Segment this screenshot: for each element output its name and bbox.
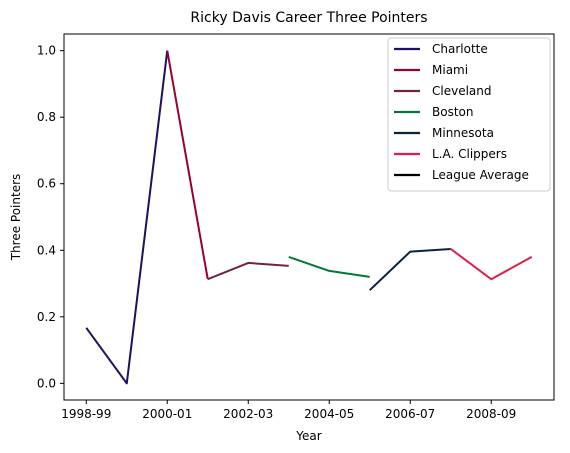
legend-box — [387, 37, 551, 192]
legend-label-charlotte: Charlotte — [432, 42, 488, 56]
x-tick-label: 2006-07 — [385, 407, 435, 421]
plot-frame — [63, 33, 555, 401]
series-line-cleveland — [207, 261, 289, 281]
x-tick-label: 1998-99 — [61, 407, 111, 421]
legend-label-miami: Miami — [432, 63, 468, 77]
y-axis: 0.0 0.2 0.4 0.6 0.8 1.0 — [37, 44, 64, 390]
series-line-boston — [288, 255, 370, 278]
series-layer — [85, 50, 533, 385]
y-axis-title: Three Pointers — [9, 174, 23, 262]
legend: Charlotte Miami Cleveland Boston Minnesota L.… — [387, 37, 551, 192]
y-tick-label: 0.8 — [37, 110, 56, 124]
x-axis: 1998-99 2000-01 2002-03 2004-05 2006-07 2008-… — [61, 400, 516, 421]
series-line-minnesota — [369, 247, 451, 291]
x-tick-label: 2002-03 — [223, 407, 273, 421]
series-line-miami — [166, 50, 209, 280]
x-tick-label: 2000-01 — [142, 407, 192, 421]
series-line-l-a-clippers — [450, 248, 533, 281]
legend-label-l-a-clippers: L.A. Clippers — [432, 147, 507, 161]
x-tick-label: 2004-05 — [304, 407, 354, 421]
x-axis-title: Year — [295, 429, 321, 443]
legend-label-league-average: League Average — [432, 168, 529, 182]
y-tick-label: 0.4 — [37, 243, 56, 257]
legend-label-cleveland: Cleveland — [432, 84, 492, 98]
y-tick-label: 1.0 — [37, 44, 56, 58]
y-tick-label: 0.6 — [37, 177, 56, 191]
legend-label-minnesota: Minnesota — [432, 126, 494, 140]
chart-title: Ricky Davis Career Three Pointers — [190, 10, 427, 26]
legend-label-boston: Boston — [432, 105, 473, 119]
y-tick-label: 0.2 — [37, 310, 56, 324]
x-tick-label: 2008-09 — [466, 407, 516, 421]
series-line-charlotte — [85, 50, 169, 385]
y-tick-label: 0.0 — [37, 376, 56, 390]
